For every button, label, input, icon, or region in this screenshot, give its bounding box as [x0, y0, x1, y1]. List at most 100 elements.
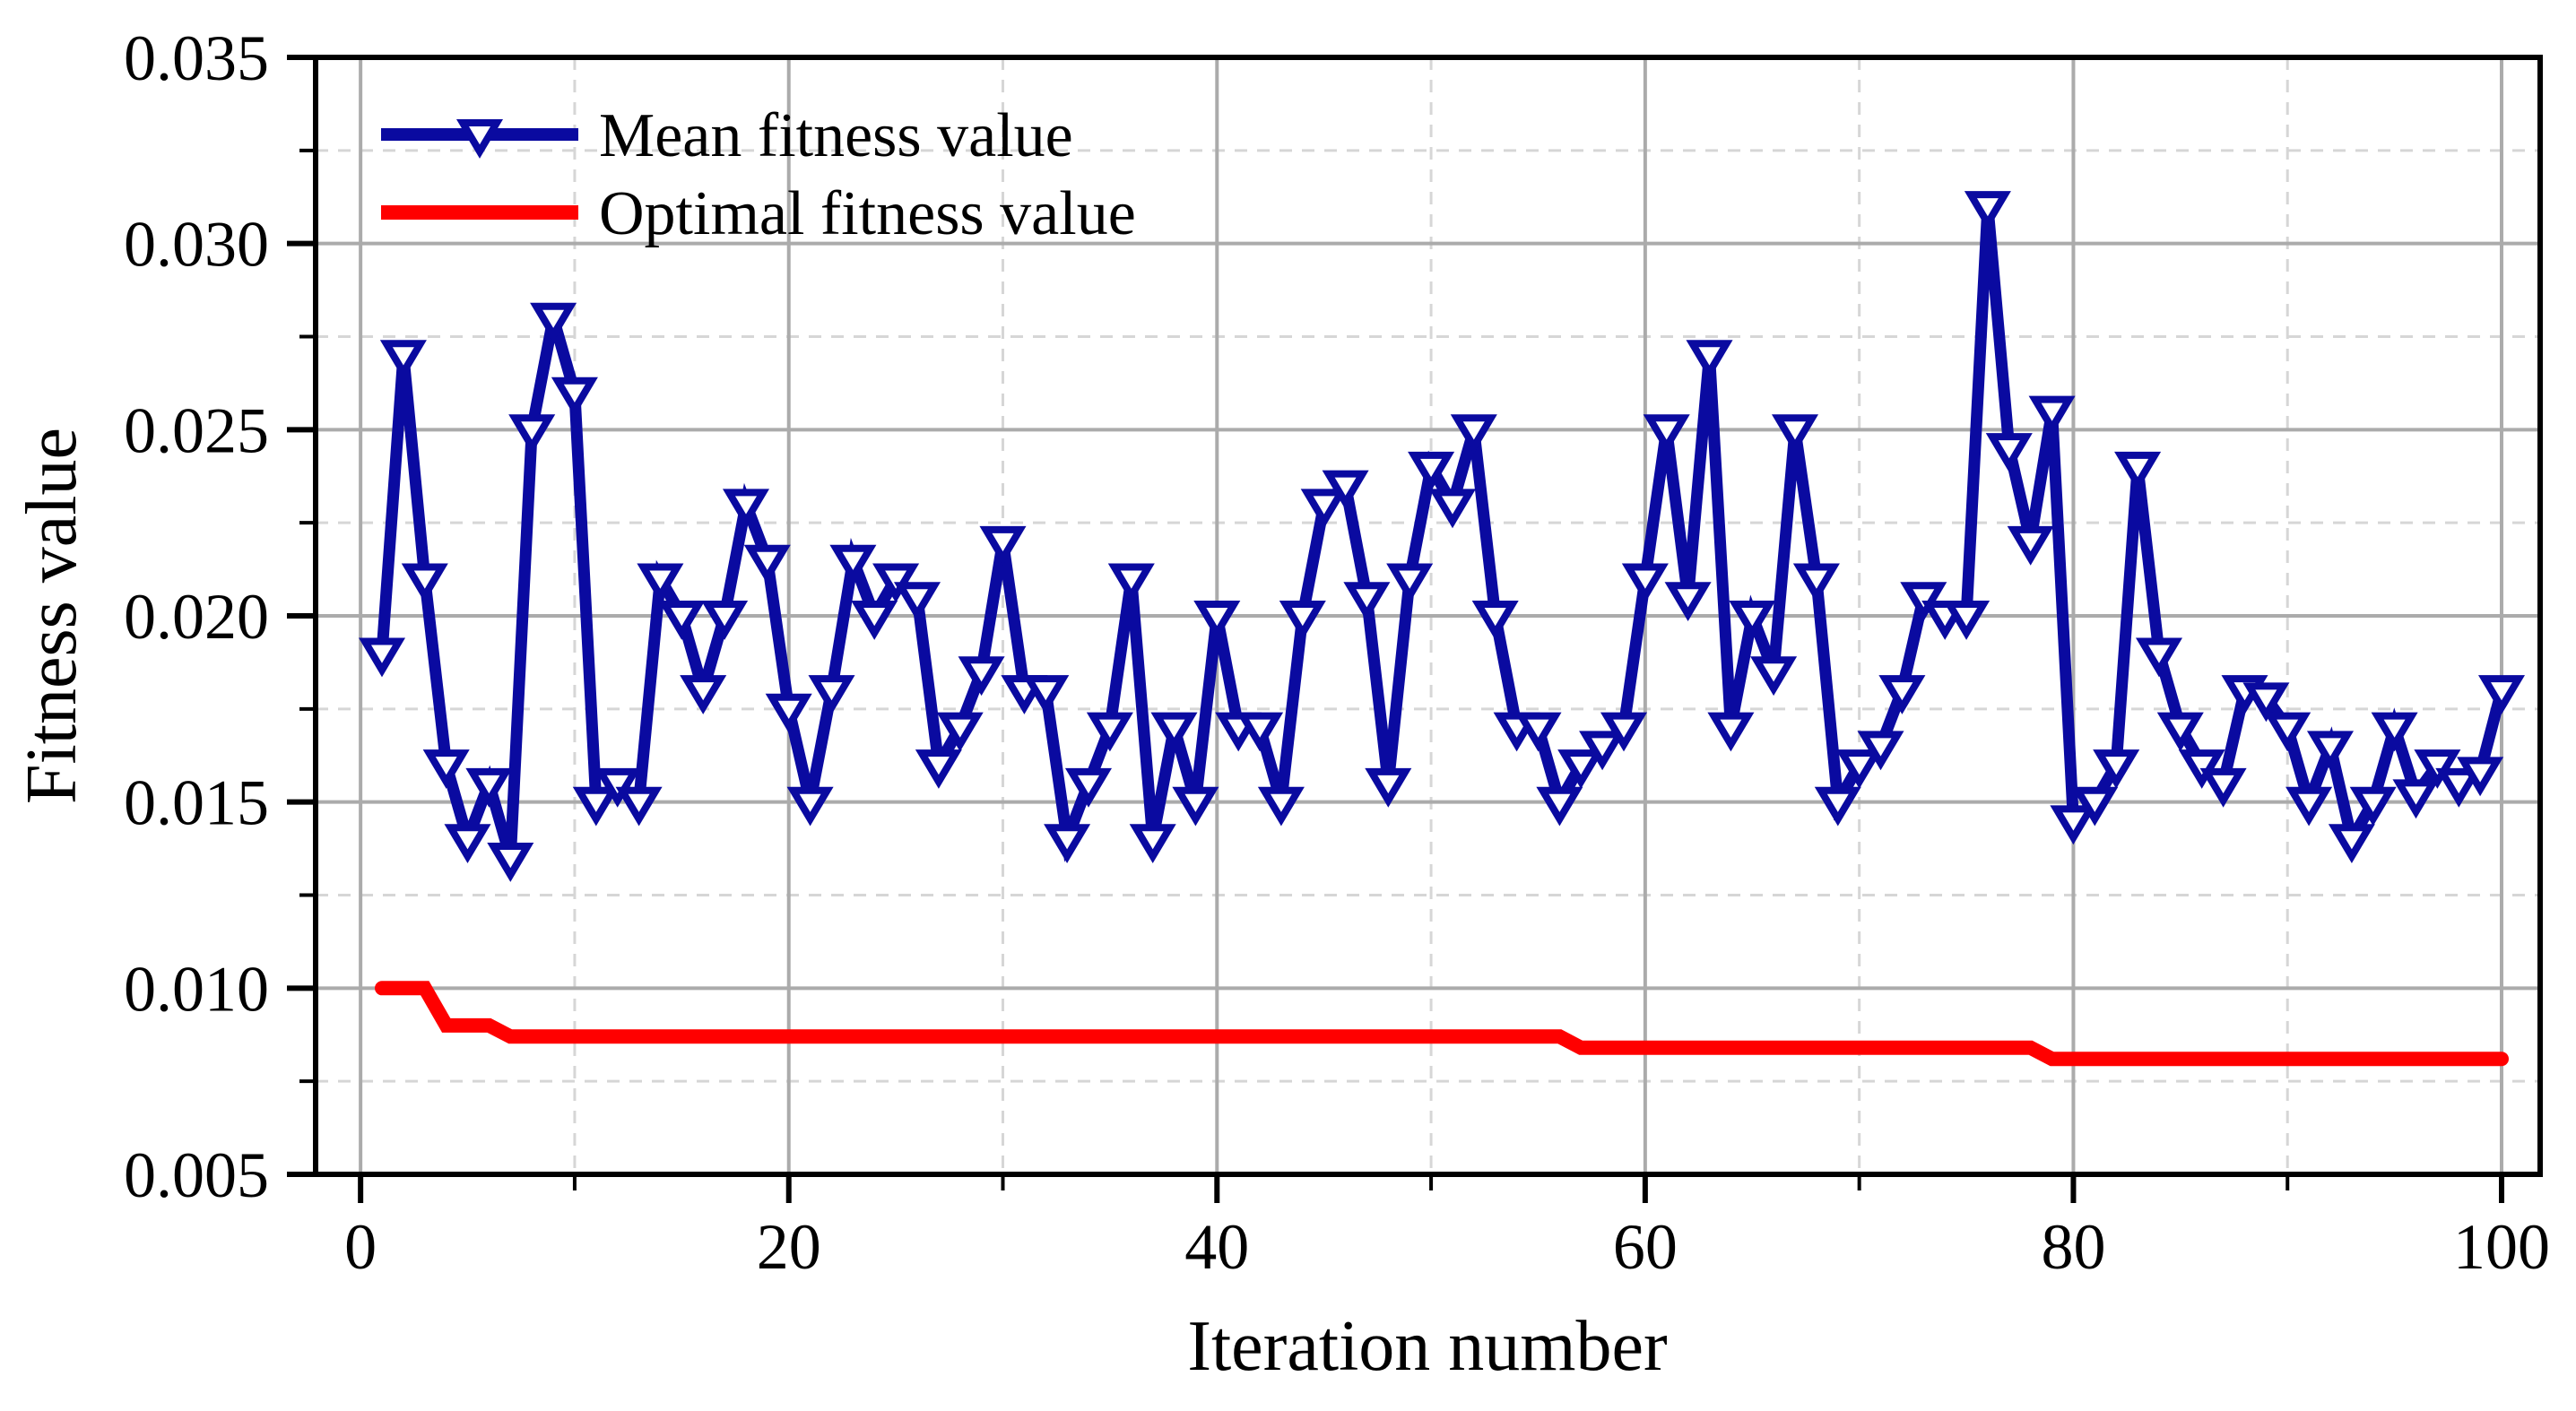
y-tick-label: 0.015: [124, 767, 269, 839]
y-tick-label: 0.035: [124, 22, 269, 94]
x-axis-title: Iteration number: [1187, 1307, 1667, 1386]
data-point-marker: [2285, 786, 2333, 827]
data-point-marker: [1408, 451, 1455, 491]
legend-label-mean: Mean fitness value: [599, 101, 1073, 170]
data-point-marker: [893, 582, 941, 622]
data-point-marker: [2392, 779, 2440, 819]
data-point-marker: [1450, 414, 1497, 454]
data-series: [358, 191, 2526, 1067]
data-point-marker: [1471, 601, 1519, 640]
data-point-marker: [979, 525, 1027, 566]
data-point-marker: [1878, 675, 1926, 714]
data-point-marker: [1600, 712, 1648, 752]
axis-ticks: [287, 55, 2505, 1203]
data-point-marker: [808, 675, 855, 714]
y-tick-label: 0.010: [124, 953, 269, 1025]
data-point-marker: [872, 563, 920, 603]
data-point-marker: [1857, 731, 1904, 771]
data-point-marker: [2135, 637, 2183, 678]
data-point-marker: [1943, 601, 1991, 640]
data-point-marker: [1064, 767, 1113, 808]
data-point-marker: [1193, 601, 1241, 640]
data-point-marker: [2306, 731, 2355, 771]
data-point-marker: [2242, 682, 2290, 723]
data-point-marker: [1729, 601, 1776, 640]
data-point-marker: [1044, 824, 1091, 864]
data-point-marker: [2199, 767, 2247, 808]
data-point-marker: [594, 767, 641, 808]
data-point-marker: [958, 656, 1005, 697]
data-point-marker: [851, 601, 898, 640]
data-point-marker: [2178, 749, 2225, 789]
data-point-marker: [572, 786, 620, 827]
data-point-marker: [379, 340, 427, 380]
data-point-marker: [1514, 712, 1562, 752]
data-point-marker: [1750, 656, 1798, 697]
legend-label-optimal: Optimal fitness value: [599, 179, 1136, 248]
y-tick-label: 0.025: [124, 394, 269, 466]
data-point-marker: [2156, 712, 2204, 752]
tick-labels: 0 20 40 60 80 100 0.005 0.010 0.015 0.020 0.025 0.0…: [124, 22, 2550, 1283]
y-tick-label: 0.005: [124, 1139, 269, 1211]
data-point-marker: [2371, 712, 2418, 752]
data-point-marker: [1579, 731, 1626, 771]
series-line-1: [375, 981, 2509, 1067]
data-point-marker: [743, 544, 791, 584]
data-point-marker: [1557, 749, 1605, 789]
data-point-marker: [936, 712, 984, 752]
data-point-marker: [915, 749, 962, 789]
data-point-marker: [2435, 767, 2483, 808]
data-point-marker: [2457, 757, 2504, 797]
data-point-marker: [2114, 451, 2162, 491]
data-point-marker: [1257, 786, 1305, 827]
data-point-marker: [422, 749, 470, 789]
data-point-marker: [2050, 805, 2097, 845]
y-axis-title: Fitness value: [13, 428, 91, 804]
data-point-marker: [1343, 582, 1391, 622]
x-tick-label: 40: [1184, 1211, 1249, 1283]
data-point-marker: [615, 786, 663, 827]
data-point-marker: [1985, 433, 2033, 472]
data-point-marker: [1900, 582, 1947, 622]
data-point-marker: [680, 675, 727, 714]
data-point-marker: [1814, 786, 1861, 827]
data-point-marker: [1386, 563, 1434, 603]
y-tick-label: 0.030: [124, 209, 269, 281]
data-point-marker: [2349, 786, 2397, 827]
data-point-marker: [358, 637, 406, 678]
y-tick-label: 0.020: [124, 581, 269, 653]
data-point-marker: [1022, 675, 1070, 714]
data-point-marker: [1086, 712, 1133, 752]
data-point-marker: [401, 563, 448, 603]
data-point-marker: [1643, 414, 1690, 454]
data-point-marker: [829, 544, 877, 584]
data-point-marker: [2028, 395, 2076, 436]
data-point-marker: [786, 786, 834, 827]
data-point-marker: [2477, 675, 2526, 714]
data-point-marker: [1707, 712, 1755, 752]
data-point-marker: [1428, 489, 1477, 529]
data-point-marker: [1771, 414, 1819, 454]
data-point-marker: [658, 601, 706, 640]
data-point-marker: [1664, 582, 1712, 622]
data-point-marker: [701, 601, 749, 640]
data-point-marker: [1322, 470, 1369, 510]
legend-item-optimal: Optimal fitness value: [381, 179, 1136, 248]
data-point-marker: [2414, 749, 2461, 789]
data-point-marker: [1964, 191, 2011, 230]
series-line-0: [376, 205, 2508, 862]
data-point-marker: [2071, 786, 2119, 827]
data-point-marker: [1835, 749, 1883, 789]
data-point-marker: [508, 414, 556, 454]
data-point-marker: [1536, 786, 1583, 827]
data-point-marker: [465, 767, 513, 808]
data-point-marker: [1300, 489, 1348, 529]
data-point-marker: [487, 843, 534, 882]
data-point-marker: [1172, 786, 1219, 827]
data-point-marker: [722, 489, 770, 529]
x-tick-label: 0: [344, 1211, 377, 1283]
data-point-marker: [1792, 563, 1840, 603]
data-point-marker: [530, 302, 577, 342]
data-point-marker: [1621, 563, 1669, 603]
